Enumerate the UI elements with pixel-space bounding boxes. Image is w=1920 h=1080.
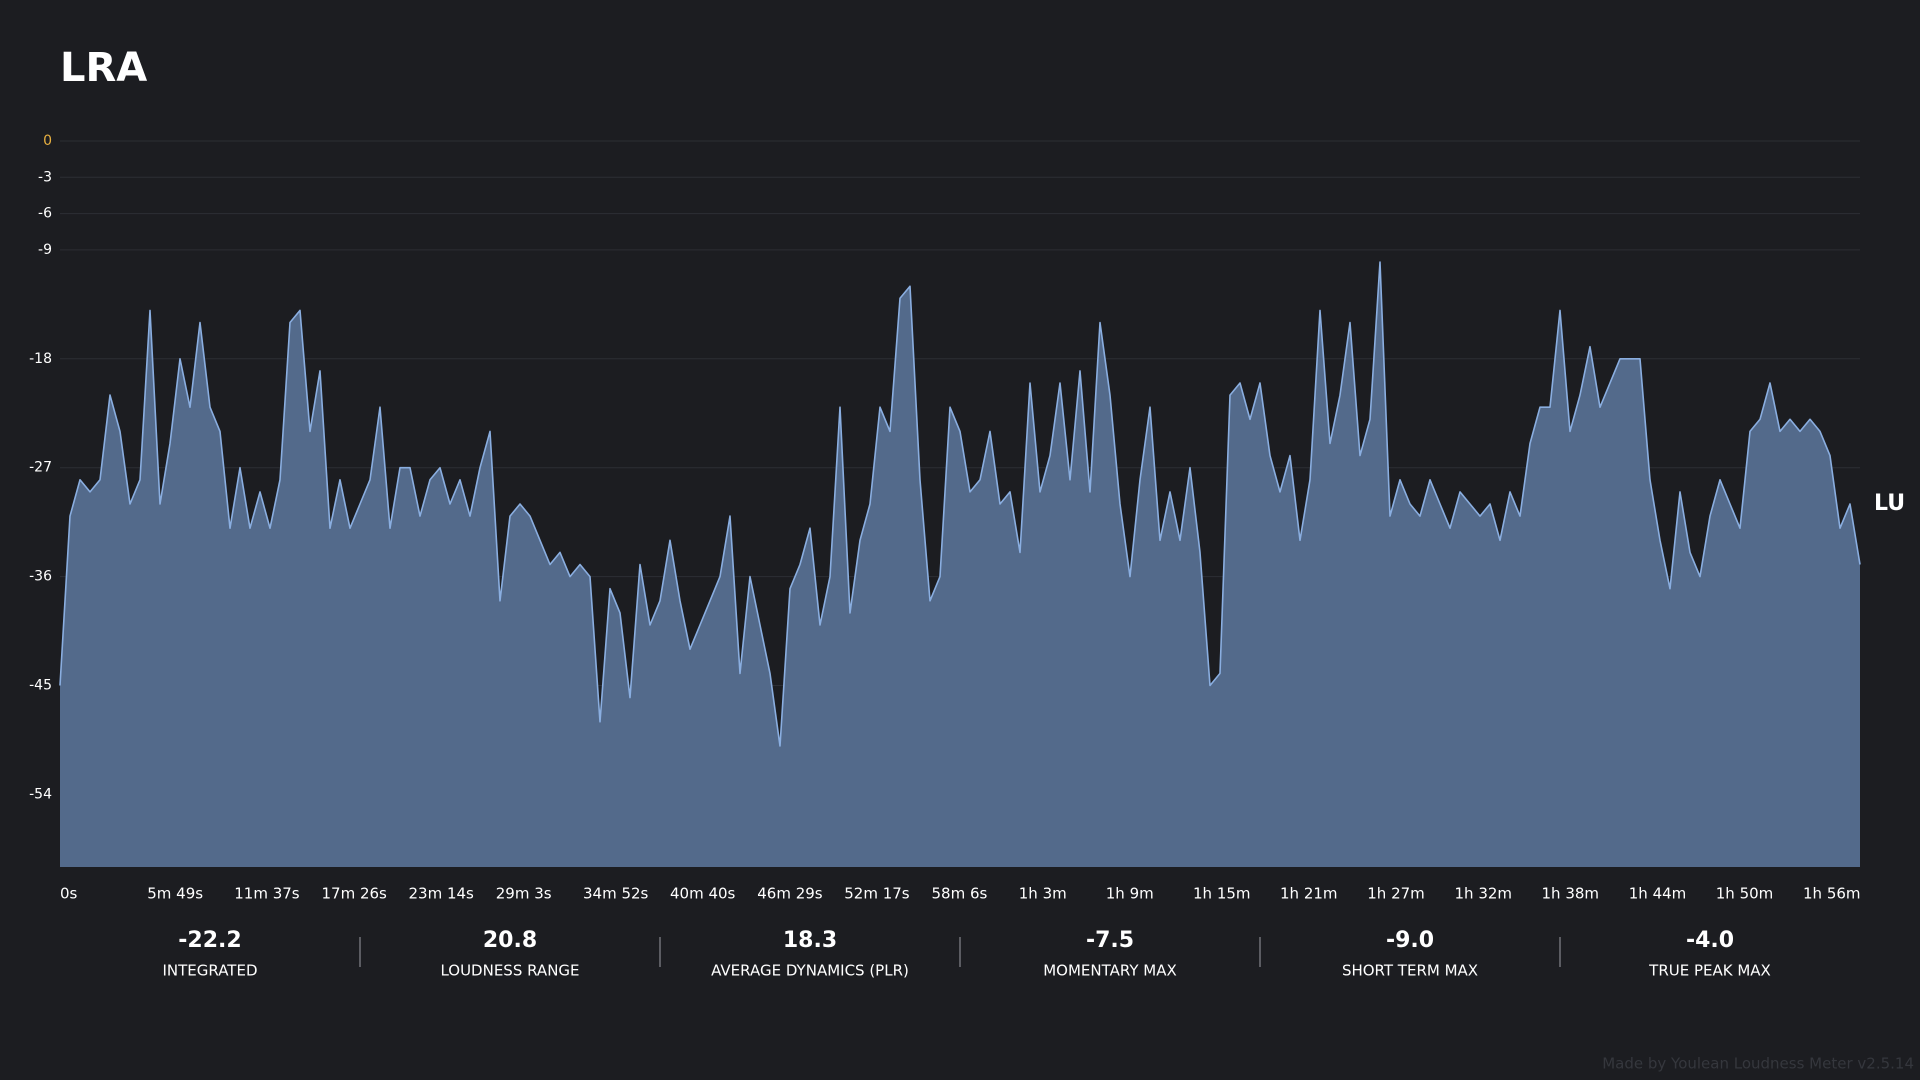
stat-label: INTEGRATED xyxy=(162,962,257,980)
x-tick-label: 40m 40s xyxy=(670,885,736,903)
y-tick-label: -27 xyxy=(29,460,52,476)
x-tick-label: 46m 29s xyxy=(757,885,823,903)
chart-title: LRA xyxy=(60,45,147,91)
x-tick-label: 23m 14s xyxy=(409,885,475,903)
y-tick-label: -18 xyxy=(29,351,52,367)
footer: Made by Youlean Loudness Meter v2.5.14 xyxy=(1602,1055,1914,1073)
stat-value: 20.8 xyxy=(483,928,537,953)
x-tick-label: 1h 21m xyxy=(1280,885,1338,903)
x-tick-label: 1h 56m xyxy=(1803,885,1861,903)
x-tick-label: 1h 32m xyxy=(1455,885,1513,903)
x-tick-label: 58m 6s xyxy=(932,885,988,903)
x-tick-label: 1h 27m xyxy=(1367,885,1425,903)
unit-label: LU xyxy=(1874,491,1905,516)
y-tick-label: -36 xyxy=(29,569,52,585)
stat-label: TRUE PEAK MAX xyxy=(1648,962,1771,980)
line xyxy=(59,261,1861,747)
x-tick-label: 0s xyxy=(60,885,78,903)
x-tick-label: 1h 38m xyxy=(1542,885,1600,903)
x-tick-label: 29m 3s xyxy=(496,885,552,903)
x-tick-label: 52m 17s xyxy=(844,885,910,903)
x-tick-label: 1h 15m xyxy=(1193,885,1251,903)
x-tick-label: 1h 50m xyxy=(1716,885,1774,903)
stat-value: -9.0 xyxy=(1386,928,1434,953)
area-fill xyxy=(60,262,1860,867)
stat-value: -7.5 xyxy=(1086,928,1134,953)
stat-label: LOUDNESS RANGE xyxy=(440,962,579,980)
stat-label: MOMENTARY MAX xyxy=(1043,962,1177,980)
stat-label: SHORT TERM MAX xyxy=(1342,962,1478,980)
stat-label: AVERAGE DYNAMICS (PLR) xyxy=(711,962,909,980)
x-tick-label: 11m 37s xyxy=(234,885,300,903)
y-tick-label: 0 xyxy=(43,133,52,149)
x-tick-label: 1h 3m xyxy=(1019,885,1067,903)
stat-value: -22.2 xyxy=(178,928,241,953)
x-tick-label: 34m 52s xyxy=(583,885,649,903)
stat-value: 18.3 xyxy=(783,928,837,953)
stat-value: -4.0 xyxy=(1686,928,1734,953)
x-tick-label: 17m 26s xyxy=(322,885,388,903)
x-tick-label: 1h 9m xyxy=(1106,885,1154,903)
y-tick-label: -3 xyxy=(38,169,52,185)
y-tick-label: -9 xyxy=(38,242,52,258)
x-tick-label: 1h 44m xyxy=(1629,885,1687,903)
y-tick-label: -45 xyxy=(29,678,52,694)
y-tick-label: -54 xyxy=(29,786,52,802)
x-tick-label: 5m 49s xyxy=(147,885,203,903)
y-tick-label: -6 xyxy=(38,206,52,222)
